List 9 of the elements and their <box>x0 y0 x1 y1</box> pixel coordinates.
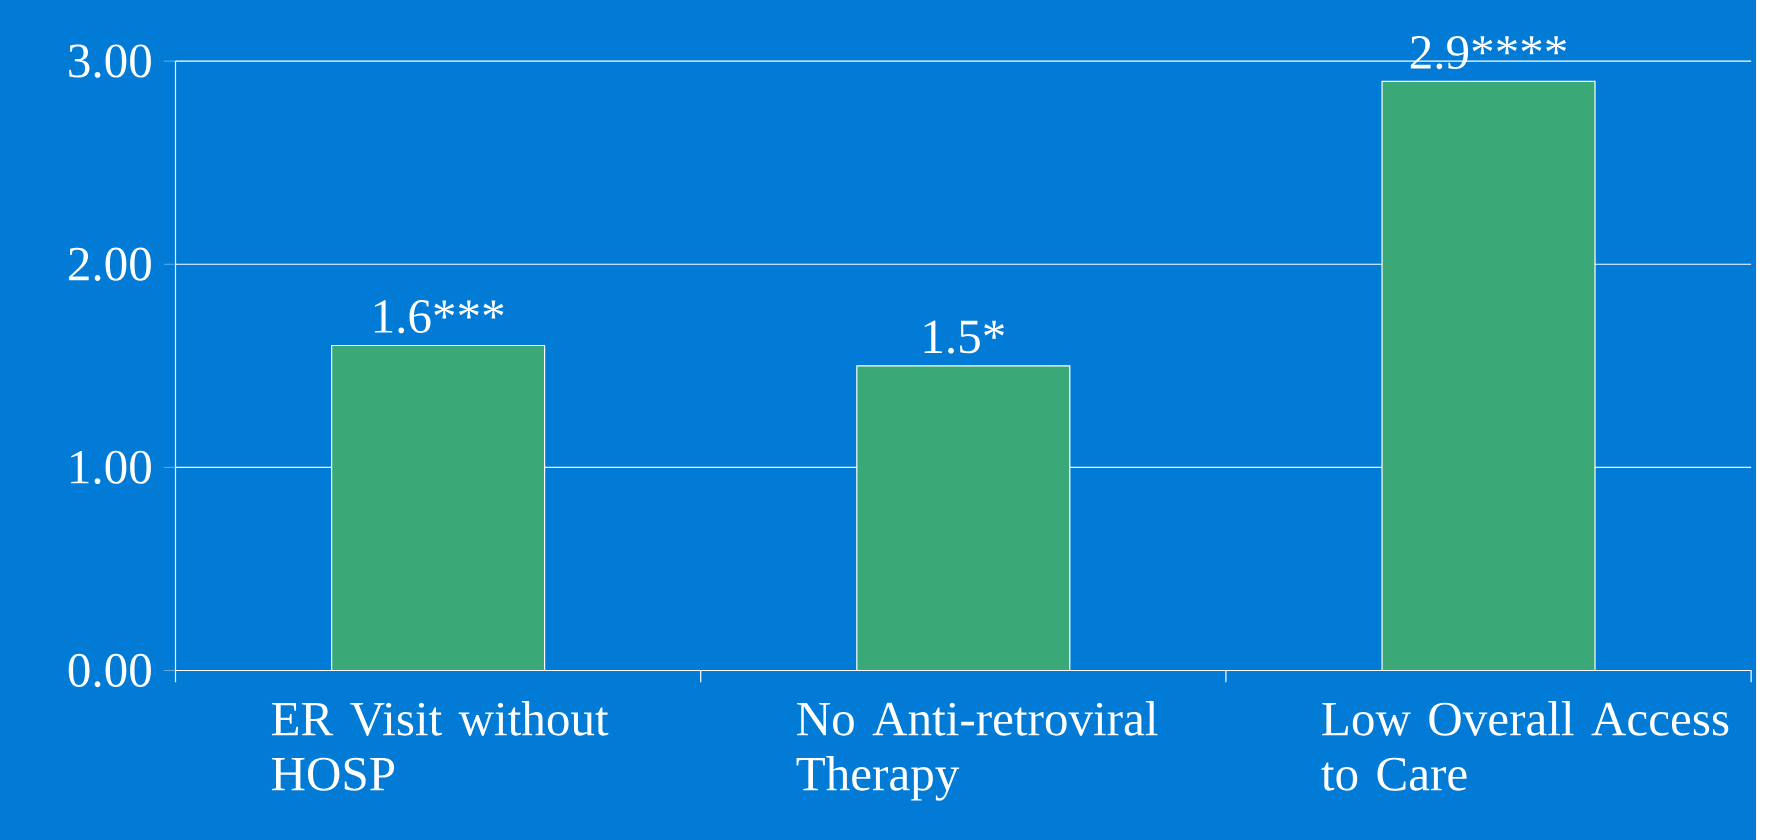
x-tick-label: Low Overall Access to Care <box>1321 701 1729 791</box>
x-tick-label: No Anti-retroviral Therapy <box>796 701 1158 801</box>
y-tick-label: 1.00 <box>71 450 151 485</box>
data-label: 1.6*** <box>374 300 504 334</box>
y-tick-label: 3.00 <box>69 44 151 78</box>
y-tick-label: 0.00 <box>68 653 151 688</box>
data-label: 1.5* <box>924 320 1004 354</box>
x-tick-label: ER Visit without HOSP <box>271 701 609 791</box>
y-tick-label: 2.00 <box>69 247 151 281</box>
